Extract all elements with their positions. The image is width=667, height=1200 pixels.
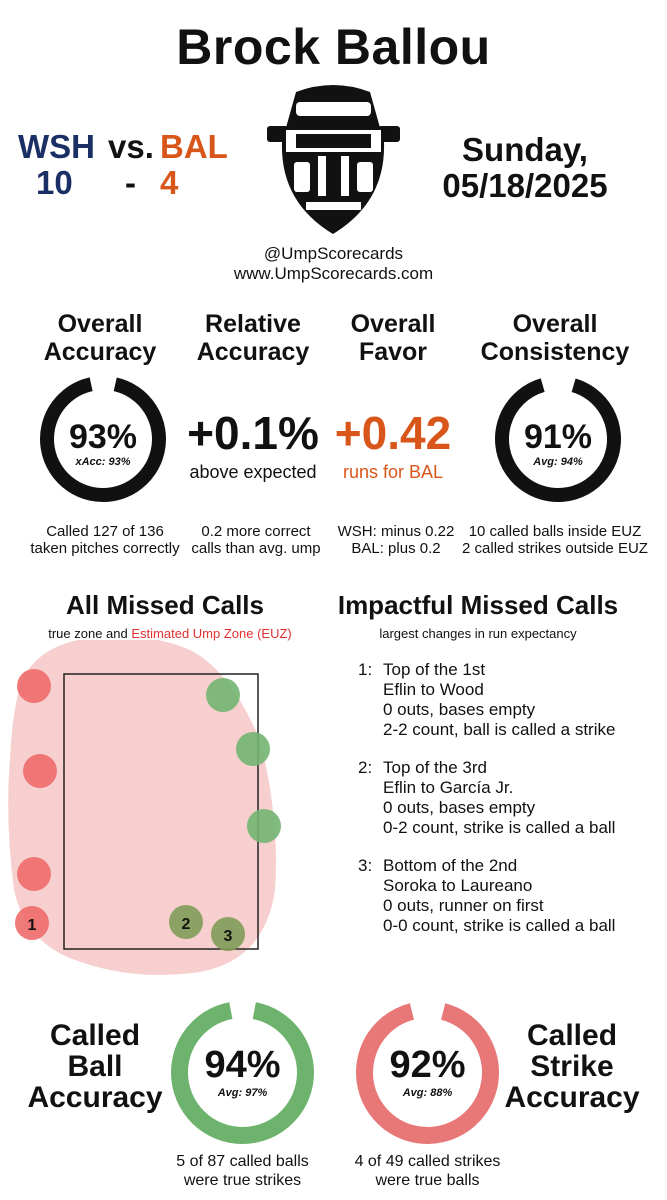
overall-consistency-note: 10 called balls inside EUZ 2 called stri… [462,523,648,557]
called-strike-accuracy-sub: Avg: 88% [402,1087,453,1099]
missed-call-green [247,809,281,843]
overall-favor-note: WSH: minus 0.22 BAL: plus 0.2 [337,523,455,557]
missed-call-red [17,669,51,703]
called-ball-accuracy-ring [171,1001,314,1144]
vs-text: vs. [108,128,154,165]
called-strike-accuracy-ring [356,1001,499,1144]
overall-consistency-heading: Overall Consistency [480,310,630,366]
relative-accuracy-value: +0.1% [187,407,319,459]
missed-call-green [169,905,203,939]
relative-accuracy-sub: above expected [189,462,317,482]
called-ball-accuracy-heading: Called Ball Accuracy [27,1019,163,1114]
relative-accuracy-note: 0.2 more correct calls than avg. ump [191,523,321,557]
missed-call-red [23,754,57,788]
impactful-title: Impactful Missed Calls [337,590,619,620]
overall-consistency-sub: Avg: 94% [533,456,583,468]
social-handle: @UmpScorecards [263,244,404,263]
called-strike-accuracy-value: 92% [389,1044,466,1086]
impactful-subtitle: largest changes in run expectancy [379,626,577,641]
called-ball-accuracy-sub: Avg: 97% [217,1087,268,1099]
impactful-item-1: 1: Top of the 1st Eflin to Wood 0 outs, … [358,660,616,739]
called-strike-note: 4 of 49 called strikes were true balls [354,1153,501,1189]
away-team: WSH [18,128,95,165]
overall-favor-value: +0.42 [334,407,452,459]
missed-calls-plot: 1 2 3 [8,640,281,975]
euz-region [8,640,276,975]
missed-call-green [236,732,270,766]
home-team: BAL [160,128,228,165]
missed-call-red [17,857,51,891]
overall-favor-sub: runs for BAL [342,462,444,482]
website-link[interactable]: www.UmpScorecards.com [233,264,434,283]
missed-call-green [206,678,240,712]
impactful-item-2: 2: Top of the 3rd Eflin to García Jr. 0 … [358,758,616,837]
home-score: 4 [160,164,179,201]
overall-accuracy-sub: xAcc: 93% [75,456,131,468]
marker-label: 3 [224,928,233,945]
called-ball-note: 5 of 87 called balls were true strikes [176,1153,309,1189]
overall-accuracy-ring [39,376,166,502]
game-date: 05/18/2025 [442,167,608,204]
umpire-mask-icon [267,85,400,234]
overall-accuracy-heading: Overall Accuracy [43,310,157,366]
marker-label: 2 [182,916,191,933]
impactful-item-3: 3: Bottom of the 2nd Soroka to Laureano … [358,856,616,935]
called-strike-accuracy-heading: Called Strike Accuracy [504,1019,640,1114]
relative-accuracy-heading: Relative Accuracy [196,310,310,366]
overall-accuracy-value: 93% [68,418,138,456]
overall-favor-heading: Overall Favor [350,310,436,366]
missed-call-green [211,917,245,951]
missed-calls-subtitle: true zone and Estimated Ump Zone (EUZ) [48,626,292,641]
away-score: 10 [36,164,73,201]
missed-calls-title: All Missed Calls [66,590,264,620]
overall-consistency-value: 91% [523,418,593,456]
overall-accuracy-note: Called 127 of 136 taken pitches correctl… [30,523,180,557]
overall-consistency-ring [495,376,621,502]
game-day: Sunday, [462,131,588,168]
umpire-name: Brock Ballou [176,19,491,75]
called-ball-accuracy-value: 94% [204,1044,281,1086]
score-dash: - [125,164,136,201]
marker-label: 1 [28,917,37,934]
missed-call-red [15,906,49,940]
